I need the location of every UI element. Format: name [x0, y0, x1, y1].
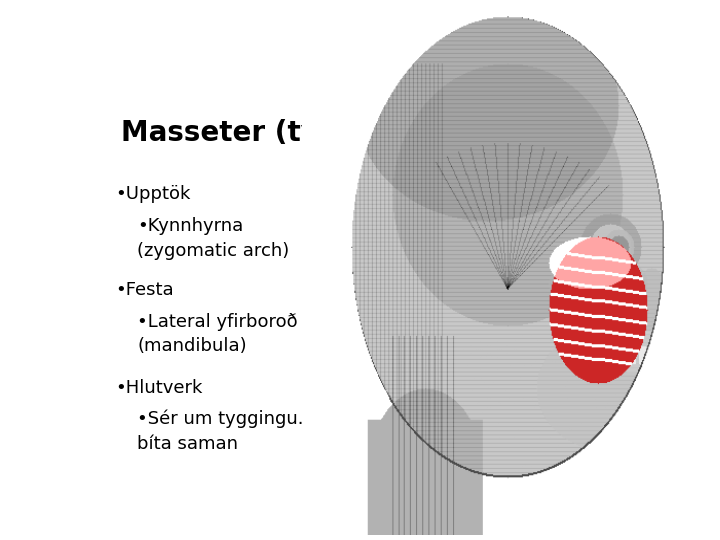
Text: (mandibula): (mandibula): [138, 337, 247, 355]
Text: •Festa: •Festa: [115, 281, 174, 299]
Text: •Upptök: •Upptök: [115, 185, 191, 204]
Text: Masseter (tyggjandi): Masseter (tyggjandi): [121, 119, 449, 147]
Text: •Lateral yfirboroð neðri kjálka: •Lateral yfirboroð neðri kjálka: [138, 312, 408, 330]
Text: •Kynnhyrna: •Kynnhyrna: [138, 217, 243, 234]
Text: (zygomatic arch): (zygomatic arch): [138, 241, 289, 260]
Text: •Hlutverk: •Hlutverk: [115, 379, 202, 397]
Text: •Sér um tyggingu. Lætur tennur: •Sér um tyggingu. Lætur tennur: [138, 410, 429, 428]
Text: bíta saman: bíta saman: [138, 435, 238, 453]
